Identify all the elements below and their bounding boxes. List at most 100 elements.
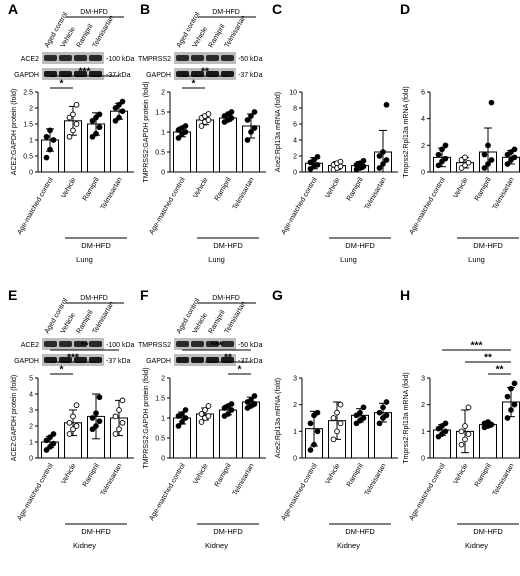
- data-point: [50, 431, 57, 437]
- blot-lane-label: Telmisartan: [92, 14, 116, 49]
- data-point: [119, 419, 126, 426]
- x-tick-label: Vehicle: [192, 462, 209, 485]
- data-point: [435, 151, 442, 158]
- blot-target-band: [74, 55, 87, 61]
- y-tick-label: 8: [293, 106, 297, 113]
- bar: [479, 424, 497, 459]
- data-point: [508, 407, 514, 413]
- y-axis-label: TMPRSS2:GAPDH protein (fold): [143, 81, 150, 182]
- data-point: [66, 431, 73, 437]
- data-point: [182, 123, 189, 129]
- tissue-label: Kidney: [205, 541, 228, 550]
- blot-target-label: ACE2: [21, 342, 39, 349]
- data-point: [175, 135, 182, 141]
- x-tick-label: Vehicle: [452, 176, 469, 199]
- data-point: [442, 142, 449, 149]
- blot-target-band: [44, 341, 57, 347]
- x-tick-label: Ramipril: [474, 176, 493, 202]
- y-axis-label: Ace2:Rpl13a mRNA (fold): [275, 378, 282, 458]
- data-point: [435, 162, 442, 169]
- y-tick-label: 2: [293, 154, 297, 161]
- data-point: [116, 407, 122, 413]
- data-point: [70, 413, 76, 420]
- y-tick-label: 0: [161, 456, 165, 463]
- panel-h: H 0 1 2 3 Tmprss2:Rpl13a mRNA (fold)Age-match…: [400, 287, 520, 550]
- significance-label: *: [192, 79, 196, 90]
- data-point: [307, 420, 314, 427]
- blot-group-label: DM-HFD: [212, 295, 240, 302]
- y-tick-label: 2: [161, 376, 165, 383]
- y-tick-label: 0: [29, 456, 33, 463]
- group-label: DM-HFD: [345, 241, 375, 250]
- data-point: [182, 407, 189, 413]
- y-tick-label: 3: [293, 376, 297, 383]
- blot-target-band: [74, 341, 87, 347]
- blot-target-membrane: [42, 338, 104, 350]
- data-point: [488, 157, 495, 163]
- y-tick-label: 1: [421, 429, 425, 436]
- data-point: [465, 431, 472, 437]
- data-point: [89, 426, 96, 433]
- data-point: [251, 109, 258, 115]
- data-point: [96, 111, 103, 118]
- y-tick-label: 2: [293, 402, 297, 409]
- blot-target-membrane: [42, 52, 104, 64]
- data-point: [89, 133, 96, 140]
- blot-target-band: [221, 341, 234, 347]
- tissue-label: Kidney: [73, 541, 96, 550]
- y-axis-label: Tmprss2:Rpl13a mRNA (fold): [403, 86, 410, 177]
- bar: [196, 119, 214, 173]
- group-label: DM-HFD: [473, 241, 503, 250]
- x-tick-label: Age-matched control: [408, 462, 447, 522]
- data-point: [485, 161, 491, 167]
- y-tick-label: 1: [29, 138, 33, 145]
- data-point: [244, 137, 251, 143]
- data-point: [50, 440, 57, 447]
- y-tick-label: 1: [293, 429, 297, 436]
- blot-lane-label: Vehicle: [60, 26, 77, 49]
- tissue-label: Lung: [76, 255, 93, 264]
- data-point: [462, 436, 468, 443]
- data-point: [442, 428, 449, 435]
- blot-target-label: TMPRSS2: [138, 342, 171, 349]
- y-axis-label: TMPRSS2:GAPDH protein (fold): [143, 367, 150, 468]
- blot-target-band: [176, 341, 189, 347]
- data-point: [380, 161, 386, 167]
- blot-target-band: [59, 341, 72, 347]
- data-point: [182, 415, 189, 421]
- data-point: [179, 419, 185, 425]
- data-point: [205, 111, 212, 117]
- data-point: [112, 105, 119, 111]
- data-point: [465, 404, 472, 411]
- data-point: [93, 423, 99, 429]
- x-tick-label: Age-matched control: [148, 462, 187, 522]
- data-point: [383, 157, 390, 163]
- data-point: [119, 108, 126, 115]
- data-point: [314, 161, 321, 168]
- data-point: [488, 99, 495, 106]
- data-point: [360, 415, 367, 421]
- panel-letter: B: [140, 1, 150, 17]
- y-tick-label: 2: [29, 424, 33, 431]
- data-point: [314, 409, 321, 416]
- y-tick-label: 5: [29, 376, 33, 383]
- data-point: [251, 393, 258, 399]
- x-tick-label: Telmisartan: [232, 176, 256, 211]
- data-point: [179, 411, 185, 417]
- blot-lane-label: Vehicle: [60, 312, 77, 335]
- data-point: [357, 409, 363, 416]
- data-point: [251, 401, 258, 407]
- x-tick-label: Telmisartan: [100, 462, 124, 497]
- blot-target-band: [89, 341, 102, 347]
- panel-letter: A: [8, 1, 18, 17]
- y-tick-label: 0.5: [155, 150, 165, 157]
- significance-label: **: [484, 353, 492, 364]
- significance-label: *: [60, 79, 64, 90]
- bar: [242, 401, 260, 459]
- tissue-label: Lung: [208, 255, 225, 264]
- data-point: [89, 415, 96, 421]
- data-point: [47, 127, 53, 134]
- blot-target-band: [191, 341, 204, 347]
- y-tick-label: 1: [29, 440, 33, 447]
